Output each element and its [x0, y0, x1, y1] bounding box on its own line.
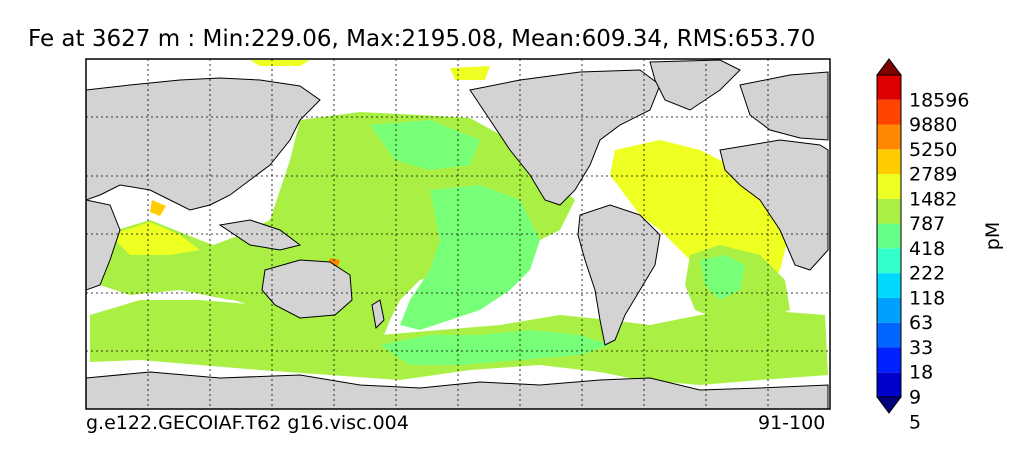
- colorbar-extend-max: [876, 58, 902, 76]
- field-arctic-yellow: [450, 66, 490, 80]
- land-europe-right: [739, 71, 829, 141]
- colorbar-tick-label: 418: [909, 238, 945, 260]
- colorbar-bin: [877, 174, 901, 199]
- colorbar-units: pM: [982, 222, 1004, 250]
- map-title: Fe at 3627 m : Min:229.06, Max:2195.08, …: [28, 26, 816, 52]
- field-pacific-green: [370, 120, 480, 170]
- colorbar-tick-label: 9880: [909, 114, 957, 136]
- case-name: g.e122.GECOIAF.T62 g16.visc.004: [86, 412, 409, 434]
- land-maritime: [218, 219, 302, 251]
- land-africa-left: [86, 199, 121, 291]
- colorbar-tick-label: 18: [909, 362, 933, 384]
- colorbar-bin: [877, 347, 901, 373]
- colorbar-outline: [876, 74, 902, 398]
- colorbar-bin: [877, 297, 901, 323]
- colorbar-tick-label: 118: [909, 287, 945, 309]
- colorbar-tick-label: 1482: [909, 188, 957, 210]
- colorbar-bin: [877, 248, 901, 274]
- graticule: [86, 59, 830, 409]
- field-south-pacific-green: [400, 185, 540, 330]
- colorbar-bin: [877, 372, 901, 397]
- field-atlantic-green: [700, 255, 745, 300]
- land-australia: [261, 259, 353, 319]
- land-south-america: [577, 204, 661, 346]
- land-africa-right: [719, 139, 829, 271]
- field-north-pacific-yellow: [250, 60, 310, 66]
- colorbar-tick-label: 2789: [909, 164, 957, 186]
- land-eurasia-west: [86, 77, 321, 211]
- map-panel: [86, 59, 830, 409]
- land-new-zealand: [371, 299, 385, 330]
- colorbar-extend-min: [876, 396, 902, 414]
- land-antarctica: [86, 371, 829, 409]
- colorbar-bin: [877, 273, 901, 298]
- colorbar-tick-label: 787: [909, 213, 945, 235]
- colorbar-bin: [877, 223, 901, 249]
- land-greenland: [649, 59, 741, 111]
- field-hotspot-1: [150, 200, 166, 216]
- colorbar-tick-label: 63: [909, 312, 933, 334]
- colorbar-bin: [877, 198, 901, 224]
- field-southern-green: [380, 330, 610, 365]
- land-north-america: [469, 69, 661, 206]
- colorbar-tick-label: 9: [909, 387, 921, 409]
- colorbar-tick-label: 33: [909, 337, 933, 359]
- colorbar-tick-label: 5: [909, 411, 921, 433]
- colorbar-bin: [877, 149, 901, 175]
- land: [86, 59, 829, 409]
- colorbar-bin: [877, 322, 901, 348]
- years-label: 91-100: [758, 412, 826, 434]
- map-frame: [85, 58, 831, 410]
- colorbar-tick-label: 222: [909, 263, 945, 285]
- field-indian-yellow: [110, 222, 200, 255]
- colorbar-bin: [877, 124, 901, 150]
- iron-field: [90, 60, 828, 385]
- colorbar-bin: [877, 75, 901, 100]
- colorbar-bin: [877, 99, 901, 125]
- colorbar-tick-label: 5250: [909, 139, 957, 161]
- colorbar-tick-label: 18596: [909, 89, 969, 111]
